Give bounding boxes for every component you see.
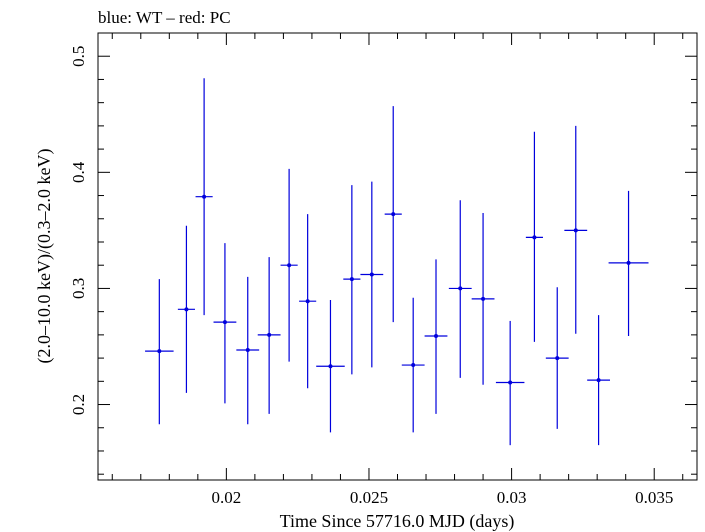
point-marker bbox=[391, 212, 396, 217]
data-point bbox=[177, 225, 195, 393]
data-point bbox=[145, 279, 174, 425]
data-point bbox=[608, 190, 649, 337]
point-marker bbox=[245, 347, 250, 352]
y-axis-label: (2.0–10.0 keV)/(0.3–2.0 keV) bbox=[34, 149, 55, 364]
point-marker bbox=[157, 349, 162, 354]
axis-ticks bbox=[98, 32, 697, 480]
data-point bbox=[495, 320, 525, 446]
data-point bbox=[384, 106, 402, 323]
point-marker bbox=[434, 334, 439, 339]
point-marker bbox=[458, 286, 463, 291]
x-tick-label: 0.03 bbox=[497, 488, 527, 507]
data-point bbox=[280, 168, 298, 362]
y-tick-label: 0.3 bbox=[69, 278, 88, 299]
data-point bbox=[525, 131, 543, 342]
data-point bbox=[343, 185, 361, 375]
point-marker bbox=[222, 320, 227, 325]
data-point bbox=[213, 243, 237, 404]
x-tick-label: 0.035 bbox=[635, 488, 673, 507]
data-point bbox=[236, 276, 260, 425]
y-tick-label: 0.5 bbox=[69, 46, 88, 67]
data-point bbox=[316, 300, 345, 433]
error-bars bbox=[145, 78, 649, 446]
tick-labels: 0.02 0.025 0.03 0.035 0.2 0.3 0.4 0.5 bbox=[69, 46, 673, 507]
data-point bbox=[195, 78, 213, 316]
x-axis-label: Time Since 57716.0 MJD (days) bbox=[280, 511, 515, 532]
point-marker bbox=[626, 260, 631, 265]
data-point bbox=[448, 200, 472, 378]
data-point bbox=[545, 287, 569, 429]
point-marker bbox=[411, 363, 416, 368]
data-point bbox=[587, 315, 611, 446]
data-point bbox=[257, 257, 281, 414]
point-marker bbox=[596, 378, 601, 383]
data-point bbox=[360, 181, 384, 368]
point-marker bbox=[267, 332, 272, 337]
plot-frame bbox=[97, 32, 698, 481]
point-marker bbox=[573, 228, 578, 233]
point-marker bbox=[555, 356, 560, 361]
point-marker bbox=[349, 277, 354, 282]
data-point bbox=[471, 212, 495, 385]
point-marker bbox=[202, 194, 207, 199]
point-marker bbox=[369, 272, 374, 277]
data-point bbox=[299, 214, 317, 389]
point-marker bbox=[305, 299, 310, 304]
data-point bbox=[564, 125, 588, 334]
y-tick-label: 0.4 bbox=[69, 161, 88, 183]
x-tick-label: 0.02 bbox=[211, 488, 241, 507]
data-point bbox=[401, 297, 425, 433]
data-point bbox=[424, 259, 448, 414]
chart-title: blue: WT – red: PC bbox=[98, 8, 231, 27]
point-marker bbox=[184, 307, 189, 312]
y-tick-label: 0.2 bbox=[69, 394, 88, 415]
point-marker bbox=[287, 263, 292, 268]
point-marker bbox=[328, 364, 333, 369]
x-tick-label: 0.025 bbox=[350, 488, 388, 507]
point-marker bbox=[508, 380, 513, 385]
point-marker bbox=[481, 296, 486, 301]
point-marker bbox=[532, 235, 537, 240]
